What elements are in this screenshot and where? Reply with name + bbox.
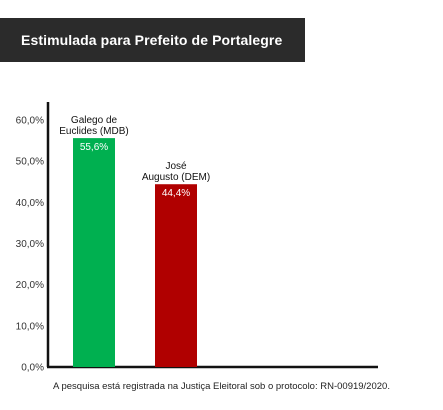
bar — [73, 138, 115, 367]
category-label: Euclides (MDB) — [59, 126, 128, 137]
bar-chart: 0,0% 10,0% 20,0% 30,0% 40,0% 50,0% 60,0% 55,6%… — [16, 102, 378, 374]
title-bar: Estimulada para Prefeito de Portalegre — [0, 18, 305, 62]
y-tick-label: 0,0% — [21, 363, 44, 374]
chart-title: Estimulada para Prefeito de Portalegre — [21, 32, 283, 48]
footnote: A pesquisa está registrada na Justiça El… — [53, 381, 390, 392]
data-label: 44,4% — [162, 188, 190, 199]
y-tick-label: 30,0% — [16, 239, 44, 250]
y-tick-label: 50,0% — [16, 157, 44, 168]
bars — [73, 138, 197, 367]
y-tick-label: 40,0% — [16, 198, 44, 209]
bar — [155, 184, 197, 367]
data-label: 55,6% — [80, 142, 108, 153]
category-label: Augusto (DEM) — [142, 172, 210, 183]
category-label: José — [165, 161, 187, 172]
y-tick-label: 20,0% — [16, 280, 44, 291]
y-tick-label: 60,0% — [16, 116, 44, 127]
category-label: Galego de — [71, 115, 118, 126]
y-tick-label: 10,0% — [16, 321, 44, 332]
